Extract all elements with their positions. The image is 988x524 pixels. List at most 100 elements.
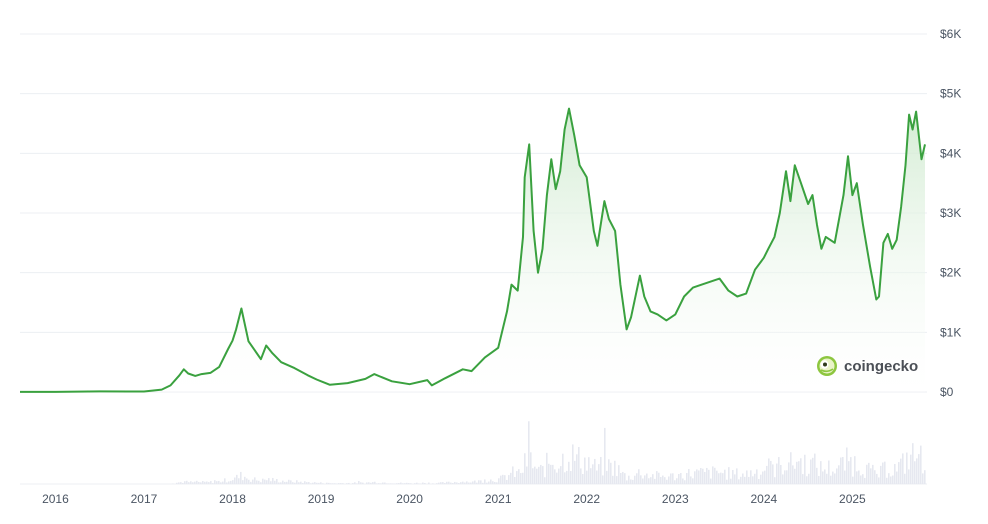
volume-bar: [236, 474, 238, 484]
volume-bar: [830, 475, 832, 484]
volume-bar: [224, 478, 226, 484]
volume-bar: [314, 482, 316, 484]
volume-bar: [548, 463, 550, 484]
volume-bar: [842, 457, 844, 484]
coingecko-logo: coingecko: [817, 356, 918, 376]
volume-bar: [568, 461, 570, 484]
gecko-icon: [817, 356, 837, 376]
volume-bar: [640, 475, 642, 484]
volume-bar: [276, 478, 278, 484]
volume-bar: [754, 473, 756, 484]
volume-bar: [560, 466, 562, 484]
volume-bar: [198, 481, 200, 484]
volume-bar: [478, 480, 480, 484]
volume-bar: [696, 469, 698, 484]
volume-bar: [602, 475, 604, 484]
volume-bar: [352, 483, 354, 484]
volume-bar: [230, 480, 232, 484]
volume-bar: [506, 479, 508, 484]
volume-bar: [242, 480, 244, 484]
volume-bar: [270, 481, 272, 484]
volume-bar: [784, 470, 786, 484]
volume-bar: [606, 470, 608, 484]
volume-bar: [202, 481, 204, 484]
volume-bar: [572, 444, 574, 484]
volume-bar: [588, 457, 590, 484]
volume-bar: [554, 469, 556, 484]
volume-bar: [710, 478, 712, 484]
volume-bar: [674, 480, 676, 484]
volume-bar: [192, 482, 194, 484]
volume-bar: [446, 481, 448, 484]
volume-bar: [866, 464, 868, 484]
volume-bar: [308, 482, 310, 484]
volume-bar: [328, 482, 330, 484]
volume-bar: [528, 421, 530, 484]
volume-bar: [874, 470, 876, 484]
volume-bar: [440, 482, 442, 484]
volume-bar: [730, 478, 732, 484]
volume-bar: [670, 473, 672, 484]
volume-bar: [228, 481, 230, 484]
volume-bar: [288, 479, 290, 484]
volume-bar: [664, 477, 666, 484]
volume-bar: [708, 469, 710, 484]
volume-bar: [864, 477, 866, 484]
volume-bar: [782, 474, 784, 484]
volume-bar: [808, 473, 810, 484]
volume-bar: [916, 458, 918, 484]
volume-bar: [736, 468, 738, 484]
volume-bar: [278, 482, 280, 484]
volume-bar: [510, 472, 512, 484]
volume-bar: [906, 452, 908, 484]
volume-bar: [638, 469, 640, 484]
volume-bar: [280, 482, 282, 484]
volume-bar: [418, 483, 420, 484]
volume-bar: [550, 464, 552, 484]
volume-bar: [266, 480, 268, 484]
volume-bar: [852, 476, 854, 484]
volume-bar: [462, 481, 464, 484]
volume-bar: [206, 481, 208, 484]
volume-bar: [818, 475, 820, 484]
volume-bar: [832, 471, 834, 484]
volume-bar: [376, 483, 378, 484]
volume-bar: [516, 471, 518, 484]
volume-bar: [458, 483, 460, 484]
volume-bar: [642, 478, 644, 484]
x-tick-label: 2017: [131, 492, 158, 506]
volume-bar: [296, 480, 298, 484]
volume-bar: [538, 466, 540, 484]
volume-bar: [802, 474, 804, 484]
x-tick-label: 2016: [42, 492, 69, 506]
volume-bar: [910, 454, 912, 484]
volume-bar: [420, 483, 422, 484]
volume-bar: [196, 480, 198, 484]
volume-bar: [476, 482, 478, 484]
volume-bar: [262, 478, 264, 484]
volume-bar: [194, 481, 196, 484]
volume-bar: [358, 480, 360, 484]
volume-bar: [856, 471, 858, 484]
volume-bar: [448, 481, 450, 484]
volume-bar: [298, 482, 300, 484]
volume-bar: [870, 468, 872, 484]
volume-bar: [408, 483, 410, 484]
volume-bar: [738, 479, 740, 484]
volume-bar: [390, 483, 392, 484]
volume-bar: [190, 481, 192, 484]
volume-bar: [616, 476, 618, 484]
volume-bar: [530, 452, 532, 484]
volume-bar: [556, 472, 558, 484]
volume-bar: [886, 477, 888, 484]
volume-bar: [226, 482, 228, 484]
volume-bar: [592, 464, 594, 484]
volume-bar: [676, 478, 678, 484]
coingecko-wordmark: coingecko: [844, 358, 918, 375]
y-tick-label: $3K: [940, 206, 961, 220]
volume-bar: [894, 464, 896, 484]
x-tick-label: 2025: [839, 492, 866, 506]
volume-bar: [868, 462, 870, 484]
